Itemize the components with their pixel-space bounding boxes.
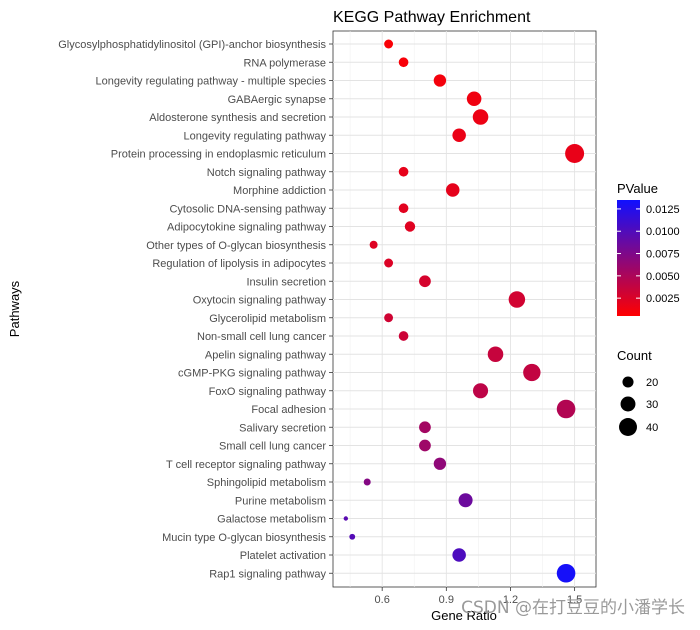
data-point bbox=[349, 533, 356, 540]
y-tick-label: Notch signaling pathway bbox=[207, 167, 327, 179]
watermark: CSDN @在打豆豆的小潘学长 bbox=[461, 598, 685, 618]
y-tick-label: Protein processing in endoplasmic reticu… bbox=[111, 149, 326, 161]
y-tick-label: Morphine addiction bbox=[233, 185, 326, 197]
pvalue-tick-label: 0.0125 bbox=[646, 204, 680, 216]
data-point bbox=[487, 346, 504, 363]
count-legend-dot bbox=[620, 396, 636, 412]
data-point bbox=[433, 74, 447, 87]
data-point bbox=[398, 166, 409, 177]
pvalue-tick-label: 0.0050 bbox=[646, 271, 680, 283]
data-point bbox=[419, 421, 431, 434]
data-points bbox=[343, 39, 585, 583]
x-tick-labels: 0.6 0.9 1.2 1.5 bbox=[375, 587, 582, 606]
y-tick-label: Other types of O-glycan biosynthesis bbox=[146, 240, 326, 252]
data-point bbox=[384, 39, 394, 49]
y-tick-label: Galactose metabolism bbox=[217, 514, 326, 526]
count-legend-label: 30 bbox=[646, 399, 658, 411]
y-tick-label: Glycosylphosphatidylinositol (GPI)-ancho… bbox=[58, 39, 326, 51]
count-legend: Count 20 30 40 bbox=[617, 348, 658, 436]
y-tick-label: Adipocytokine signaling pathway bbox=[167, 222, 326, 234]
x-axis-title: Gene Ratio bbox=[431, 608, 497, 623]
data-point bbox=[398, 203, 409, 214]
pvalue-tick-label: 0.0075 bbox=[646, 249, 680, 261]
data-point bbox=[398, 331, 409, 341]
y-tick-labels: Glycosylphosphatidylinositol (GPI)-ancho… bbox=[58, 39, 333, 580]
pvalue-legend: PValue 0.0025 0.0050 0.0075 0.0100 0.0125 bbox=[617, 181, 680, 316]
pvalue-legend-title: PValue bbox=[617, 181, 658, 196]
y-tick-label: Mucin type O-glycan biosynthesis bbox=[162, 532, 326, 544]
y-tick-label: Small cell lung cancer bbox=[219, 441, 326, 453]
data-point bbox=[472, 383, 489, 399]
data-point bbox=[556, 563, 576, 583]
y-tick-label: Oxytocin signaling pathway bbox=[193, 295, 327, 307]
data-point bbox=[404, 221, 416, 232]
data-point bbox=[419, 439, 431, 452]
data-point bbox=[508, 291, 526, 308]
count-legend-dot bbox=[619, 418, 637, 436]
data-point bbox=[472, 109, 489, 125]
data-point bbox=[343, 516, 349, 521]
y-tick-label: T cell receptor signaling pathway bbox=[166, 459, 326, 471]
y-tick-label: Rap1 signaling pathway bbox=[209, 568, 326, 580]
y-tick-label: Non-small cell lung cancer bbox=[197, 331, 326, 343]
y-tick-label: RNA polymerase bbox=[243, 57, 326, 69]
data-point bbox=[452, 548, 466, 562]
y-tick-label: Longevity regulating pathway - multiple … bbox=[95, 76, 326, 88]
y-tick-label: GABAergic synapse bbox=[228, 94, 326, 106]
data-point bbox=[445, 183, 460, 197]
count-legend-dot bbox=[622, 376, 634, 388]
y-tick-label: Cytosolic DNA-sensing pathway bbox=[169, 203, 326, 215]
x-tick-label: 1.5 bbox=[567, 594, 582, 606]
x-tick-label: 1.2 bbox=[503, 594, 518, 606]
data-point bbox=[363, 478, 371, 486]
data-point bbox=[556, 399, 576, 419]
data-point bbox=[458, 493, 473, 508]
y-tick-label: Focal adhesion bbox=[251, 404, 326, 416]
y-tick-label: Regulation of lipolysis in adipocytes bbox=[152, 258, 326, 270]
y-tick-label: FoxO signaling pathway bbox=[209, 386, 327, 398]
pvalue-tick-label: 0.0025 bbox=[646, 293, 680, 305]
data-point bbox=[466, 91, 482, 107]
x-tick-label: 0.9 bbox=[439, 594, 454, 606]
data-point bbox=[384, 313, 394, 323]
chart-title: KEGG Pathway Enrichment bbox=[333, 9, 531, 26]
data-point bbox=[369, 240, 378, 249]
count-legend-title: Count bbox=[617, 348, 652, 363]
y-tick-label: Insulin secretion bbox=[247, 276, 327, 288]
y-tick-label: Longevity regulating pathway bbox=[184, 130, 327, 142]
y-tick-label: Glycerolipid metabolism bbox=[209, 313, 326, 325]
pvalue-tick-label: 0.0100 bbox=[646, 226, 680, 238]
y-tick-label: Platelet activation bbox=[240, 550, 326, 562]
y-tick-label: Sphingolipid metabolism bbox=[207, 477, 326, 489]
count-legend-label: 40 bbox=[646, 422, 658, 434]
data-point bbox=[433, 457, 447, 470]
data-point bbox=[565, 144, 585, 163]
pvalue-colorbar bbox=[617, 200, 640, 316]
data-point bbox=[452, 128, 466, 143]
y-tick-label: cGMP-PKG signaling pathway bbox=[178, 368, 326, 380]
count-legend-items: 20 30 40 bbox=[619, 376, 658, 436]
count-legend-label: 20 bbox=[646, 377, 658, 389]
y-tick-label: Aldosterone synthesis and secretion bbox=[149, 112, 326, 124]
data-point bbox=[419, 275, 431, 288]
data-point bbox=[523, 363, 541, 382]
x-tick-label: 0.6 bbox=[375, 594, 390, 606]
y-tick-label: Purine metabolism bbox=[235, 495, 326, 507]
y-axis-title: Pathways bbox=[7, 280, 22, 337]
y-tick-label: Salivary secretion bbox=[239, 422, 326, 434]
pvalue-legend-ticks: 0.0025 0.0050 0.0075 0.0100 0.0125 bbox=[617, 204, 680, 305]
y-tick-label: Apelin signaling pathway bbox=[205, 349, 327, 361]
data-point bbox=[384, 258, 394, 268]
data-point bbox=[398, 57, 409, 68]
